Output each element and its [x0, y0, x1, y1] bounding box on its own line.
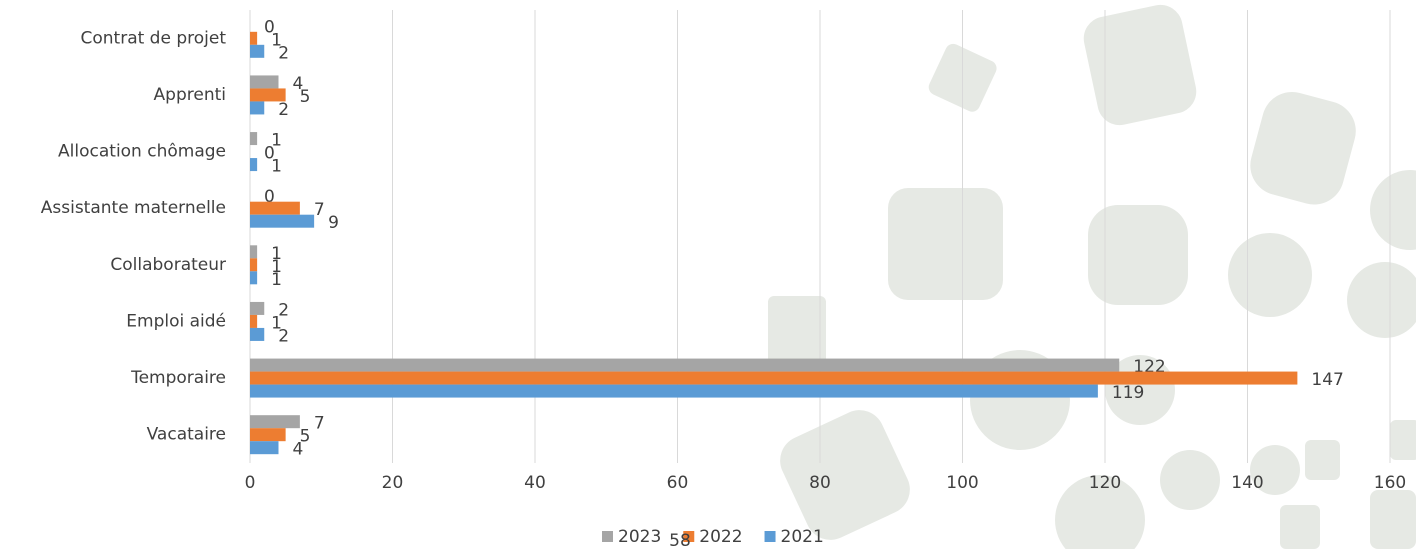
- y-tick-label: Collaborateur: [110, 255, 226, 275]
- value-label: 9: [328, 213, 339, 233]
- bar: [250, 132, 258, 146]
- value-label: 1: [271, 257, 282, 277]
- bar: [250, 384, 1098, 398]
- y-tick-label: Temporaire: [130, 368, 226, 388]
- bar: [250, 358, 1120, 372]
- bar: [250, 245, 258, 259]
- bar: [250, 75, 279, 89]
- bar: [250, 88, 286, 102]
- value-label: 0: [264, 144, 275, 164]
- value-label: 4: [293, 440, 304, 460]
- bar: [250, 428, 286, 442]
- bar: [250, 327, 265, 341]
- x-tick-label: 140: [1231, 473, 1263, 493]
- value-label: 2: [278, 300, 289, 320]
- legend-label: 2023: [618, 527, 661, 547]
- value-label: 1: [271, 157, 282, 177]
- x-tick-label: 40: [524, 473, 546, 493]
- background-decoration: [768, 4, 1416, 549]
- bar: [250, 371, 1298, 385]
- value-label: 1: [271, 313, 282, 333]
- x-tick-label: 80: [809, 473, 831, 493]
- bar: [250, 31, 258, 45]
- value-label: 1: [271, 270, 282, 290]
- value-label: 5: [300, 427, 311, 447]
- value-label: 2: [278, 326, 289, 346]
- x-tick-label: 0: [245, 473, 256, 493]
- legend-swatch: [683, 531, 695, 542]
- bar: [250, 314, 258, 328]
- x-tick-label: 160: [1374, 473, 1406, 493]
- legend-swatch: [764, 531, 776, 542]
- bar: [250, 301, 265, 315]
- bar: [250, 158, 258, 172]
- bar: [250, 44, 265, 58]
- value-label: 4: [293, 74, 304, 94]
- y-tick-label: Allocation chômage: [58, 142, 226, 162]
- bar: [250, 415, 300, 429]
- bar: [250, 101, 265, 115]
- value-label: 0: [264, 187, 275, 207]
- legend-swatch: [602, 531, 613, 542]
- y-tick-label: Assistante maternelle: [41, 198, 226, 218]
- value-label: 1: [271, 131, 282, 151]
- x-tick-label: 20: [382, 473, 404, 493]
- bar: [250, 201, 300, 215]
- page-number: 58: [669, 531, 691, 549]
- bar: [250, 258, 258, 272]
- x-tick-label: 60: [667, 473, 689, 493]
- value-label: 0: [264, 17, 275, 37]
- value-label: 1: [271, 244, 282, 264]
- y-tick-label: Emploi aidé: [126, 311, 226, 331]
- value-label: 2: [278, 43, 289, 63]
- value-label: 7: [314, 200, 325, 220]
- x-tick-label: 120: [1089, 473, 1121, 493]
- value-label: 147: [1311, 370, 1343, 390]
- bar: [250, 214, 315, 228]
- value-label: 7: [314, 414, 325, 434]
- value-label: 5: [300, 87, 311, 107]
- y-tick-label: Contrat de projet: [81, 28, 227, 48]
- value-label: 1: [271, 30, 282, 50]
- y-tick-label: Apprenti: [154, 85, 226, 105]
- bar: [250, 271, 258, 285]
- legend-label: 2021: [781, 527, 824, 547]
- bar: [250, 441, 279, 455]
- value-label: 2: [278, 100, 289, 120]
- value-label: 119: [1112, 383, 1144, 403]
- y-tick-label: Vacataire: [147, 425, 226, 445]
- legend-label: 2022: [699, 527, 742, 547]
- x-tick-label: 100: [946, 473, 978, 493]
